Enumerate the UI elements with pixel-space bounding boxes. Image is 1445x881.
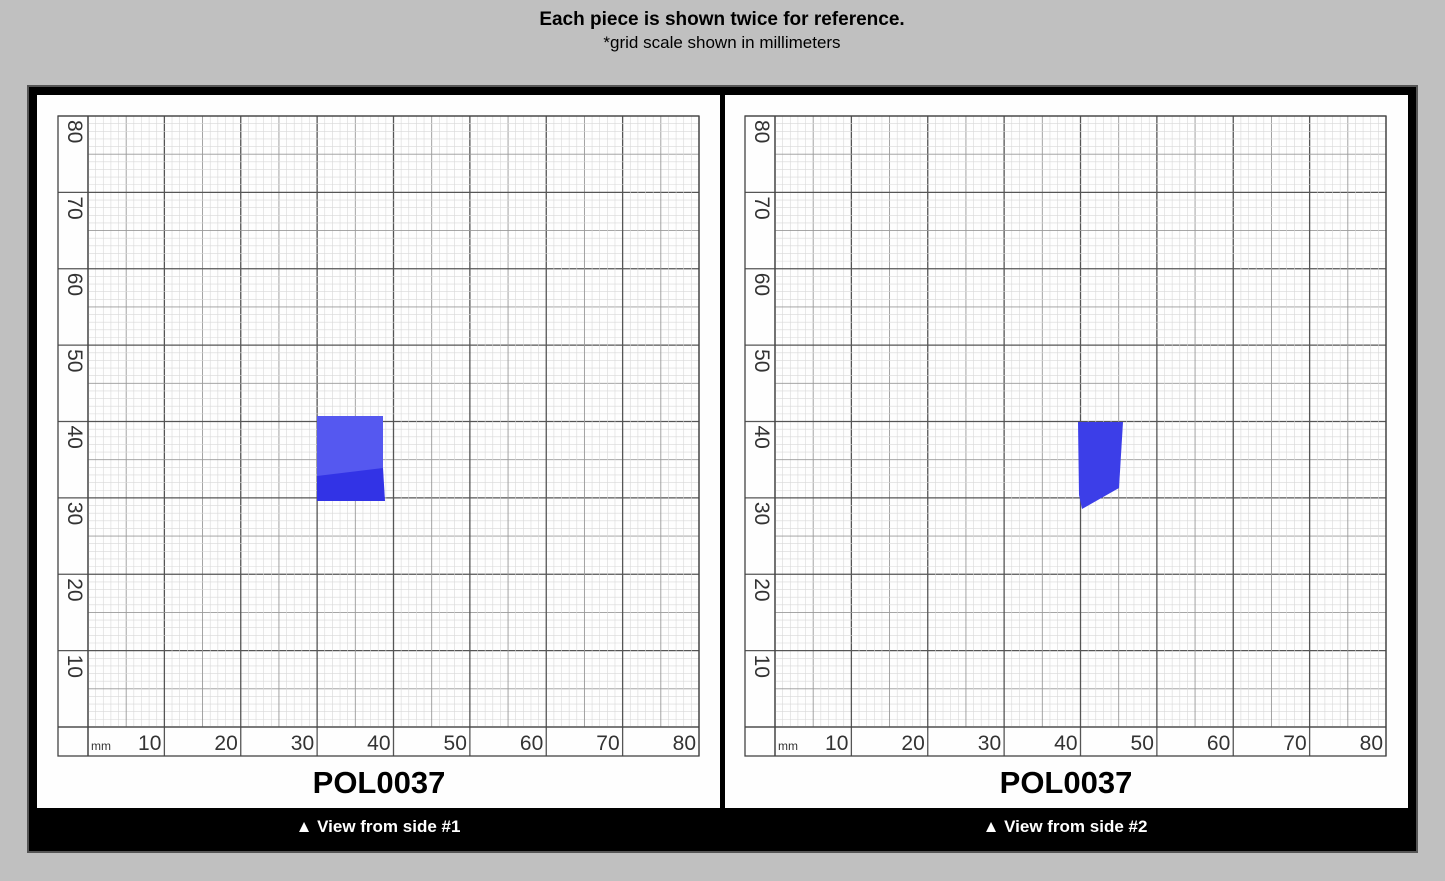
y-tick-label: 80	[750, 120, 773, 143]
y-tick-label: 30	[63, 502, 86, 525]
x-tick-label: 30	[291, 732, 314, 755]
y-tick-label: 50	[750, 349, 773, 372]
y-tick-label: 40	[750, 426, 773, 449]
subtitle: *grid scale shown in millimeters	[603, 33, 840, 52]
y-tick-label: 40	[63, 426, 86, 449]
x-tick-label: 40	[1054, 732, 1077, 755]
x-tick-label: 20	[214, 732, 237, 755]
x-tick-label: 20	[901, 732, 924, 755]
caption: ▲ View from side #2	[983, 817, 1148, 836]
caption: ▲ View from side #1	[296, 817, 461, 836]
y-tick-label: 20	[63, 578, 86, 601]
x-tick-label: 80	[1360, 732, 1383, 755]
unit-label: mm	[778, 739, 798, 753]
x-tick-label: 10	[825, 732, 848, 755]
y-tick-label: 60	[750, 273, 773, 296]
y-tick-label: 50	[63, 349, 86, 372]
x-tick-label: 80	[673, 732, 696, 755]
grid-border	[57, 115, 700, 757]
y-tick-label: 10	[63, 655, 86, 678]
y-tick-label: 30	[750, 502, 773, 525]
x-tick-label: 10	[138, 732, 161, 755]
y-tick-label: 70	[63, 196, 86, 219]
x-tick-label: 70	[1283, 732, 1306, 755]
x-tick-label: 60	[1207, 732, 1230, 755]
x-tick-label: 70	[596, 732, 619, 755]
y-tick-label: 60	[63, 273, 86, 296]
piece-code: POL0037	[1000, 765, 1133, 800]
panel-bg	[725, 95, 1408, 808]
title: Each piece is shown twice for reference.	[539, 9, 904, 30]
y-tick-label: 80	[63, 120, 86, 143]
x-tick-label: 50	[1131, 732, 1154, 755]
y-tick-label: 20	[750, 578, 773, 601]
unit-label: mm	[91, 739, 111, 753]
y-tick-label: 70	[750, 196, 773, 219]
piece-code: POL0037	[313, 765, 446, 800]
grid-border	[744, 115, 1387, 757]
piece	[1078, 422, 1123, 509]
x-tick-label: 30	[978, 732, 1001, 755]
piece	[317, 416, 383, 476]
piece	[317, 468, 385, 501]
x-tick-label: 40	[367, 732, 390, 755]
x-tick-label: 50	[444, 732, 467, 755]
x-tick-label: 60	[520, 732, 543, 755]
y-tick-label: 10	[750, 655, 773, 678]
